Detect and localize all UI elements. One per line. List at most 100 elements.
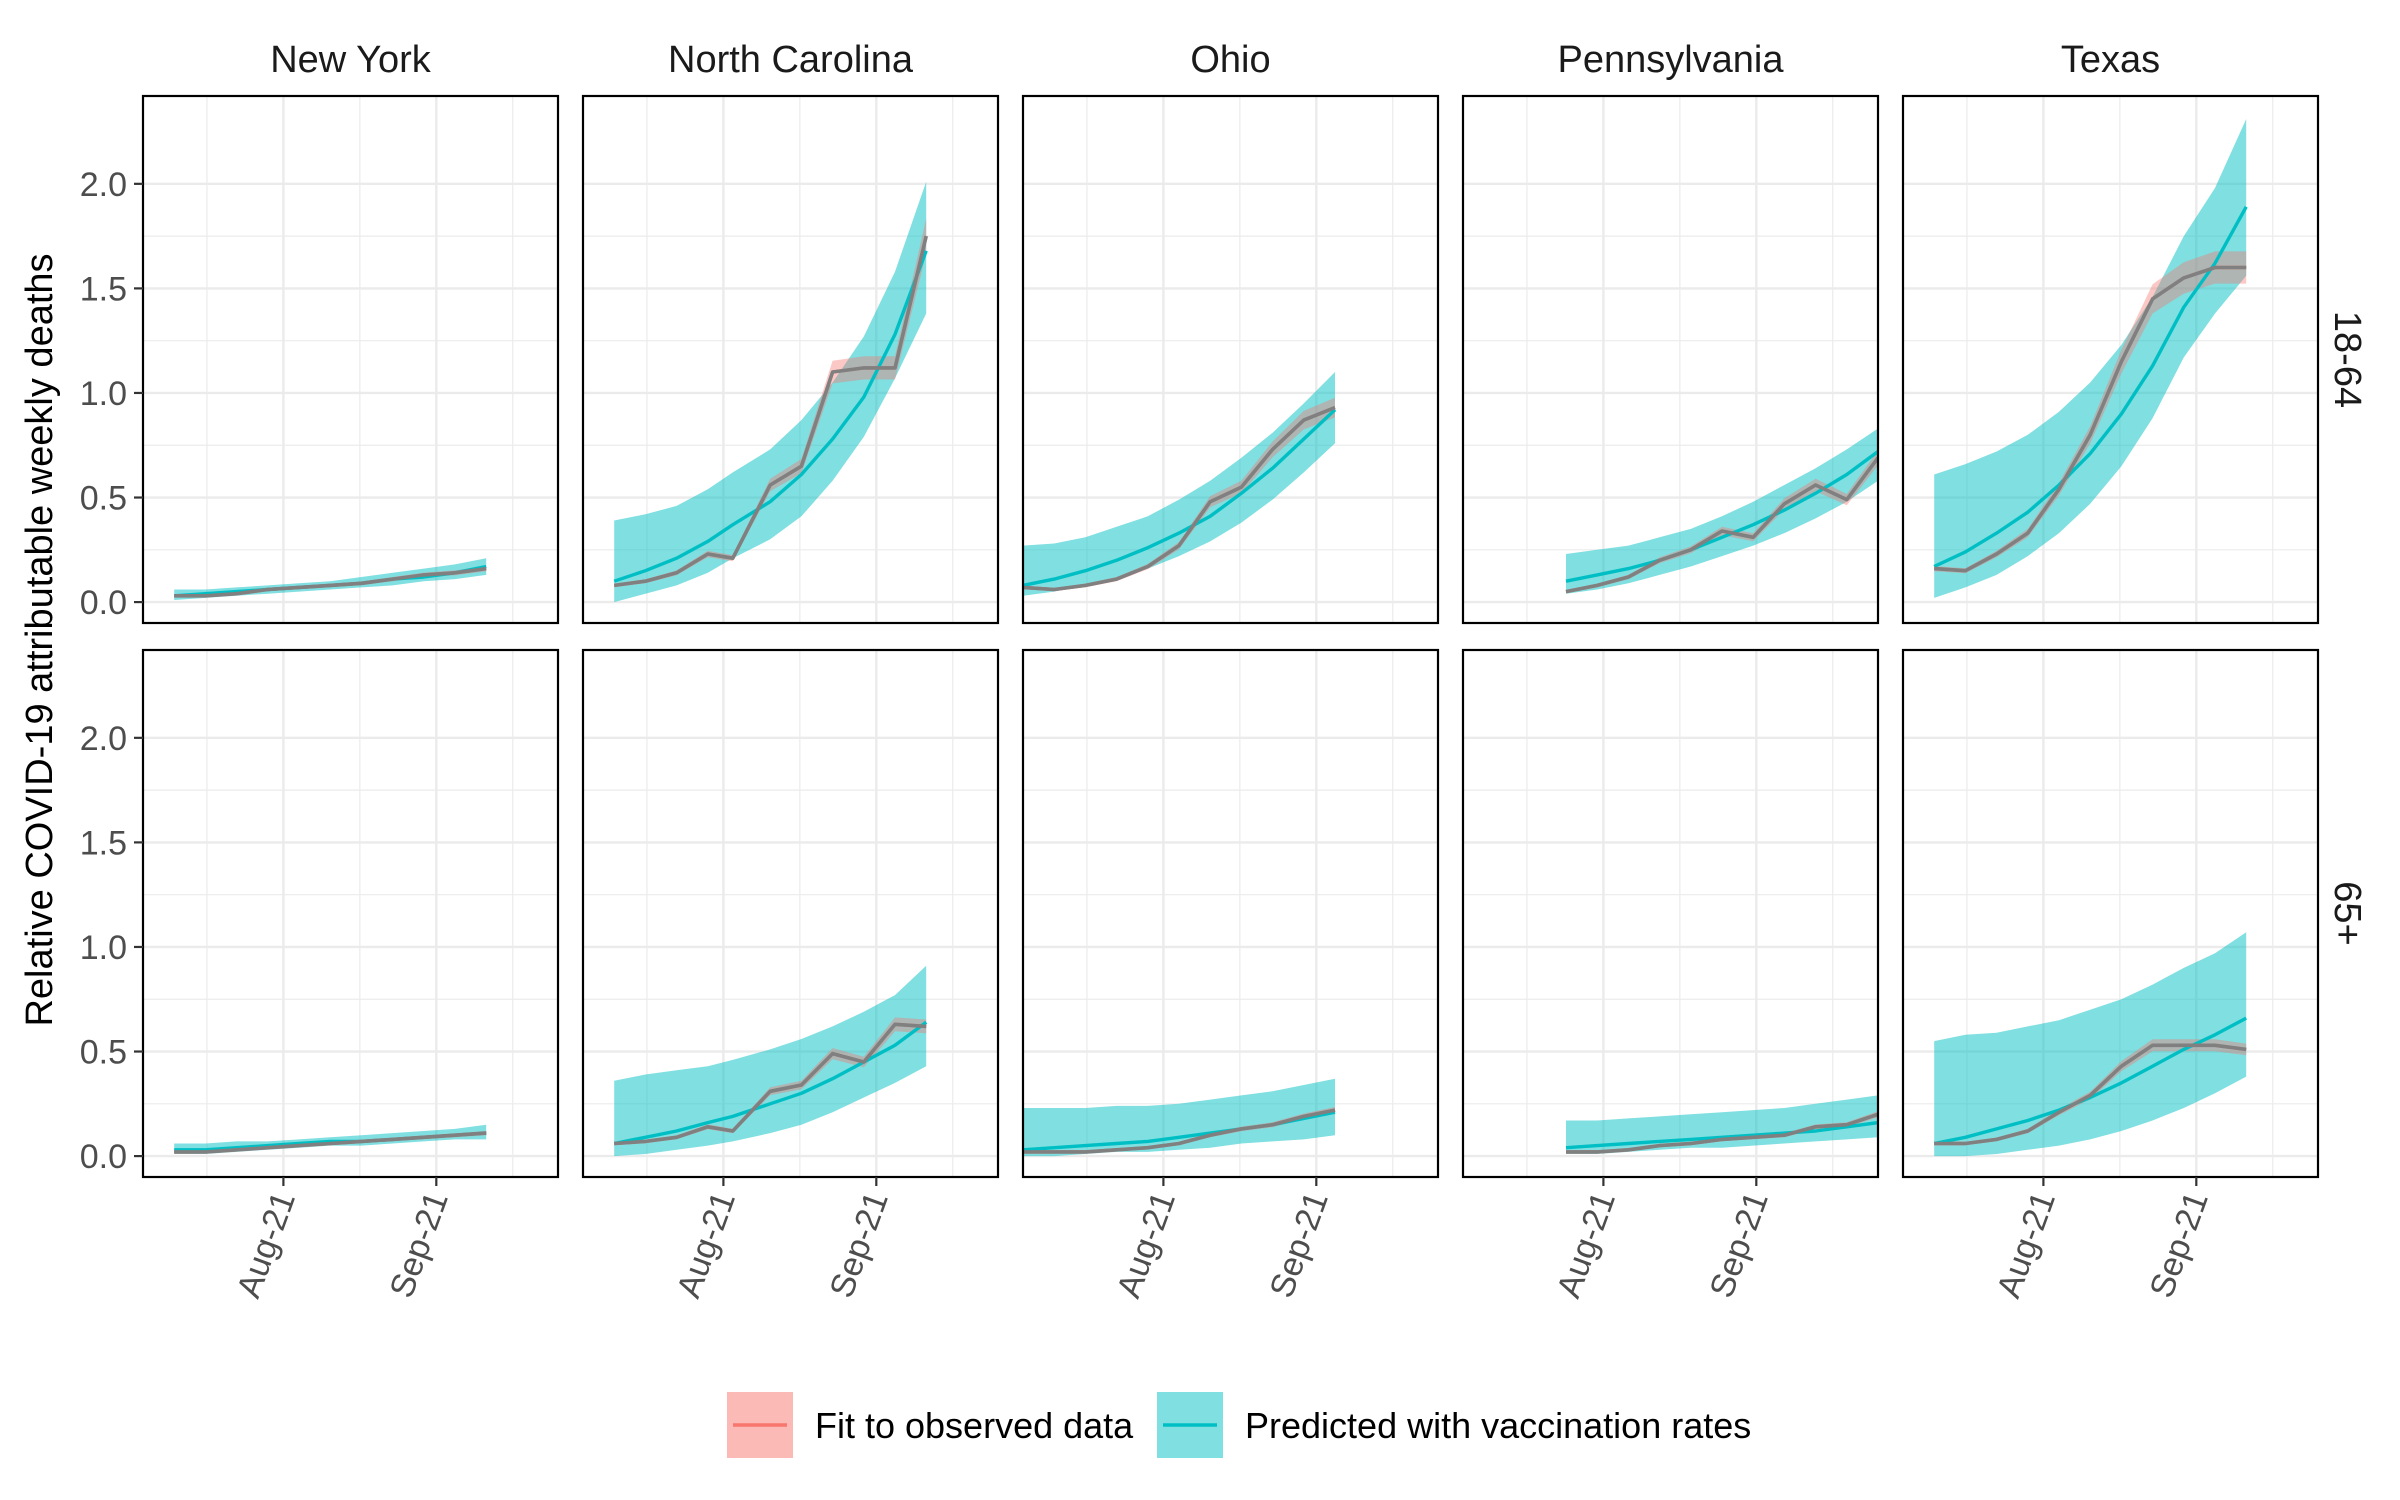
panel-pennsylvania-18-64 — [1461, 94, 1880, 625]
panel-texas-18-64-border — [1901, 94, 2320, 625]
strip-label-65: 65+ — [2326, 881, 2368, 945]
observed-line — [1023, 1108, 1336, 1154]
y-tick-label: 0.5 — [80, 1034, 127, 1072]
panel-pennsylvania-65-gridlines — [1463, 650, 1878, 1177]
predicted-ribbon — [614, 181, 927, 603]
predicted-ribbon — [1934, 119, 2247, 598]
panel-north-carolina-65-data — [613, 965, 928, 1157]
legend-item-fit[interactable]: Fit to observed data — [727, 1392, 1134, 1458]
panel-north-carolina-18-64-data — [613, 181, 928, 603]
strip-label-ohio: Ohio — [1190, 39, 1270, 81]
panel-ohio-18-64-border — [1021, 94, 1440, 625]
observed-line — [174, 1131, 487, 1154]
panel-new-york-65-gridlines — [143, 650, 558, 1177]
panel-new-york-65-border — [141, 648, 560, 1179]
predicted-ribbon — [1566, 1095, 1878, 1154]
predicted-ribbon — [1566, 428, 1878, 594]
y-tick-label: 0.0 — [80, 584, 127, 622]
panel-pennsylvania-18-64-data — [1565, 428, 1878, 594]
observed-line — [1566, 1112, 1878, 1154]
x-tick-label: Sep-21 — [383, 1187, 456, 1303]
panel-texas-65: Aug-21 Sep-21 — [1901, 648, 2320, 1303]
predicted-line — [1565, 1120, 1878, 1150]
fit-ribbon — [1023, 397, 1335, 592]
predicted-ribbon — [1023, 1078, 1335, 1157]
predicted-line — [613, 1020, 928, 1146]
x-tick-label: Sep-21 — [823, 1187, 896, 1303]
y-tick-label: 0.0 — [80, 1138, 127, 1176]
panel-new-york-18-64-background — [143, 96, 558, 623]
panel-ohio-65-data — [1023, 1078, 1336, 1157]
strip-label-new-york: New York — [270, 39, 432, 81]
strip-label-18-64: 18-64 — [2326, 311, 2368, 408]
panel-north-carolina-65: Aug-21 Sep-21 — [581, 648, 1000, 1303]
predicted-ribbon — [1934, 932, 2247, 1157]
observed-line — [1023, 405, 1336, 592]
panel-texas-18-64 — [1901, 94, 2320, 625]
y-tick-label: 1.0 — [80, 929, 127, 967]
x-tick-label: Sep-21 — [1263, 1187, 1336, 1303]
panel-ohio-65: Aug-21 Sep-21 — [1021, 648, 1440, 1303]
panel-pennsylvania-65-border — [1461, 648, 1880, 1179]
observed-line — [614, 1022, 927, 1146]
fit-ribbon — [614, 1017, 927, 1146]
panels-group: 0.0 0.5 1.0 1.5 2.0 0.0 0.5 1.0 1.5 2.0 Aug-21 Sep-… — [80, 94, 2320, 1303]
panel-pennsylvania-18-64-border — [1461, 94, 1880, 625]
fit-ribbon — [1934, 1039, 2247, 1146]
x-tick-label: Sep-21 — [1703, 1187, 1776, 1303]
panel-north-carolina-65-border — [581, 648, 1000, 1179]
x-tick-label: Aug-21 — [670, 1187, 743, 1303]
panel-ohio-65-border — [1021, 648, 1440, 1179]
panel-pennsylvania-65-background — [1463, 650, 1878, 1177]
panel-pennsylvania-65: Aug-21 Sep-21 — [1461, 648, 1880, 1303]
panel-new-york-65-data — [174, 1124, 487, 1154]
predicted-line — [1023, 408, 1337, 588]
y-tick-label: 1.5 — [80, 270, 127, 308]
fit-ribbon — [1934, 251, 2247, 574]
legend: Fit to observed data Predicted with vacc… — [727, 1392, 1751, 1458]
predicted-line — [1933, 205, 2248, 569]
x-tick-label: Aug-21 — [1550, 1187, 1623, 1303]
observed-line — [1934, 1043, 2247, 1146]
y-tick-label: 1.0 — [80, 375, 127, 413]
panel-ohio-65-gridlines — [1023, 650, 1438, 1177]
observed-line — [1565, 456, 1878, 594]
x-tick-label: Aug-21 — [1110, 1187, 1183, 1303]
x-tick-label: Sep-21 — [2143, 1187, 2216, 1303]
panel-new-york-65-background — [143, 650, 558, 1177]
legend-item-predicted[interactable]: Predicted with vaccination rates — [1157, 1392, 1751, 1458]
observed-line — [1934, 265, 2247, 573]
strip-labels: New York North Carolina Ohio Pennsylvania Te… — [270, 39, 2368, 946]
panel-new-york-18-64: 0.0 0.5 1.0 1.5 2.0 — [80, 94, 560, 625]
x-tick-label: Aug-21 — [1990, 1187, 2063, 1303]
strip-label-north-carolina: North Carolina — [668, 39, 914, 81]
panel-new-york-65: 0.0 0.5 1.0 1.5 2.0 Aug-21 Sep-21 — [80, 648, 560, 1303]
panel-texas-18-64-data — [1933, 119, 2248, 598]
panel-ohio-18-64 — [1021, 94, 1440, 625]
predicted-line — [613, 250, 928, 583]
strip-label-texas: Texas — [2061, 39, 2160, 81]
panel-new-york-18-64-data — [174, 558, 487, 600]
strip-label-pennsylvania: Pennsylvania — [1557, 39, 1784, 81]
observed-line — [613, 235, 928, 588]
panel-north-carolina-18-64 — [581, 94, 1000, 625]
predicted-line — [1565, 450, 1878, 583]
panel-new-york-18-64-gridlines — [143, 96, 558, 623]
panel-pennsylvania-65-data — [1565, 1095, 1878, 1154]
y-tick-label: 0.5 — [80, 480, 127, 518]
y-tick-label: 1.5 — [80, 824, 127, 862]
panel-new-york-18-64-border — [141, 94, 560, 625]
y-tick-label: 2.0 — [80, 720, 127, 758]
panel-texas-65-border — [1901, 648, 2320, 1179]
legend-label-fit: Fit to observed data — [815, 1405, 1134, 1446]
panel-north-carolina-18-64-border — [581, 94, 1000, 625]
panel-ohio-18-64-data — [1023, 372, 1337, 596]
observed-line — [174, 566, 487, 598]
legend-label-predicted: Predicted with vaccination rates — [1245, 1405, 1751, 1446]
y-axis-label: Relative COVID-19 attributable weekly de… — [19, 253, 61, 1026]
panel-texas-65-data — [1933, 932, 2248, 1157]
predicted-ribbon — [614, 965, 927, 1157]
x-tick-label: Aug-21 — [230, 1187, 303, 1303]
y-tick-label: 2.0 — [80, 166, 127, 204]
